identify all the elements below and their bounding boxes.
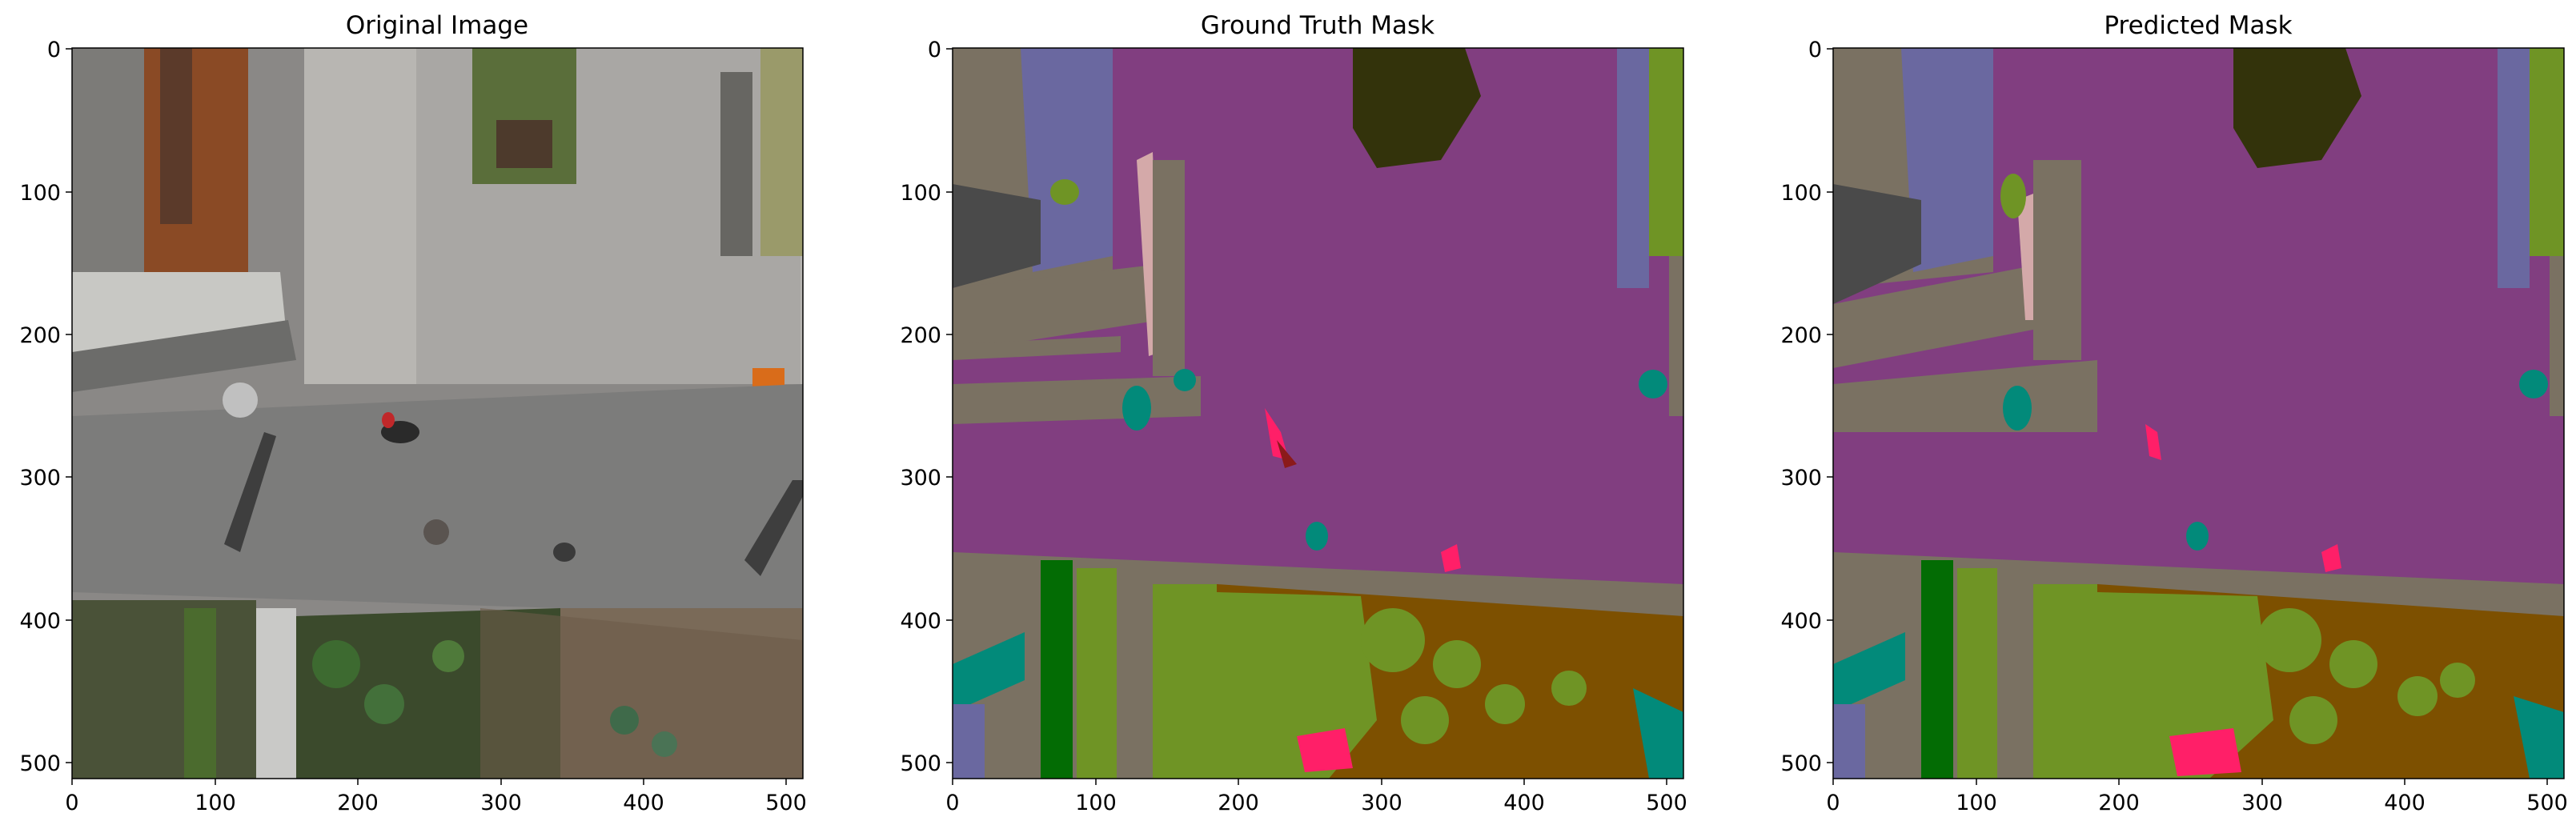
photo-image [72, 48, 803, 779]
predicted-mask-image [1833, 48, 2564, 779]
axes-frame [71, 47, 804, 779]
x-ticks: 0 100 200 300 400 500 [945, 779, 1687, 815]
x-tick-label: 100 [1075, 791, 1117, 815]
x-tick-label: 300 [480, 791, 522, 815]
y-tick-label: 0 [47, 38, 61, 62]
x-tick-label: 100 [1956, 791, 1997, 815]
x-tick-label: 500 [1646, 791, 1687, 815]
x-tick-label: 0 [945, 791, 959, 815]
x-tick-label: 300 [2241, 791, 2283, 815]
x-tick-label: 500 [765, 791, 807, 815]
y-tick-label: 300 [19, 466, 61, 491]
axes-frame [952, 47, 1684, 779]
y-tick-label: 100 [900, 181, 941, 206]
y-tick-label: 300 [900, 466, 941, 491]
y-ticks: 0 100 200 300 400 500 [19, 38, 72, 776]
x-tick-label: 200 [2098, 791, 2140, 815]
y-tick-label: 100 [1780, 181, 1822, 206]
x-tick-label: 0 [65, 791, 78, 815]
x-tick-label: 200 [337, 791, 379, 815]
x-tick-label: 400 [1503, 791, 1545, 815]
axes-frame [1832, 47, 2565, 779]
y-tick-label: 0 [1808, 38, 1822, 62]
panel-title: Predicted Mask [2104, 11, 2293, 40]
panel-original-image: Original Image [0, 0, 849, 833]
y-tick-label: 400 [19, 609, 61, 634]
y-tick-label: 500 [900, 751, 941, 776]
x-tick-label: 400 [623, 791, 664, 815]
panel-title: Ground Truth Mask [1200, 11, 1435, 40]
y-tick-label: 500 [19, 751, 61, 776]
x-tick-label: 300 [1361, 791, 1402, 815]
y-tick-label: 200 [1780, 323, 1822, 348]
y-tick-label: 200 [900, 323, 941, 348]
y-tick-label: 300 [1780, 466, 1822, 491]
y-ticks: 0 100 200 300 400 500 [900, 38, 953, 776]
ground-truth-mask-image [953, 48, 1683, 779]
x-ticks: 0 100 200 300 400 500 [1826, 779, 2568, 815]
panel-predicted-mask: Predicted Mask [1761, 0, 2576, 833]
ground-truth-plot: 0 100 200 300 400 500 0 100 200 300 400 … [900, 38, 1687, 815]
x-tick-label: 100 [195, 791, 236, 815]
x-tick-label: 400 [2384, 791, 2426, 815]
predicted-mask-plot: 0 100 200 300 400 500 0 100 200 300 400 … [1780, 38, 2568, 815]
x-tick-label: 0 [1826, 791, 1840, 815]
y-tick-label: 200 [19, 323, 61, 348]
x-tick-label: 200 [1218, 791, 1259, 815]
panel-title: Original Image [345, 11, 529, 40]
y-tick-label: 400 [1780, 609, 1822, 634]
x-ticks: 0 100 200 300 400 500 [65, 779, 807, 815]
y-ticks: 0 100 200 300 400 500 [1780, 38, 1833, 776]
y-tick-label: 500 [1780, 751, 1822, 776]
y-tick-label: 400 [900, 609, 941, 634]
y-tick-label: 0 [928, 38, 941, 62]
x-tick-label: 500 [2526, 791, 2568, 815]
panel-ground-truth-mask: Ground Truth Mask [881, 0, 1729, 833]
original-image-plot: 0 100 200 300 400 500 0 100 200 300 400 … [19, 38, 807, 815]
y-tick-label: 100 [19, 181, 61, 206]
